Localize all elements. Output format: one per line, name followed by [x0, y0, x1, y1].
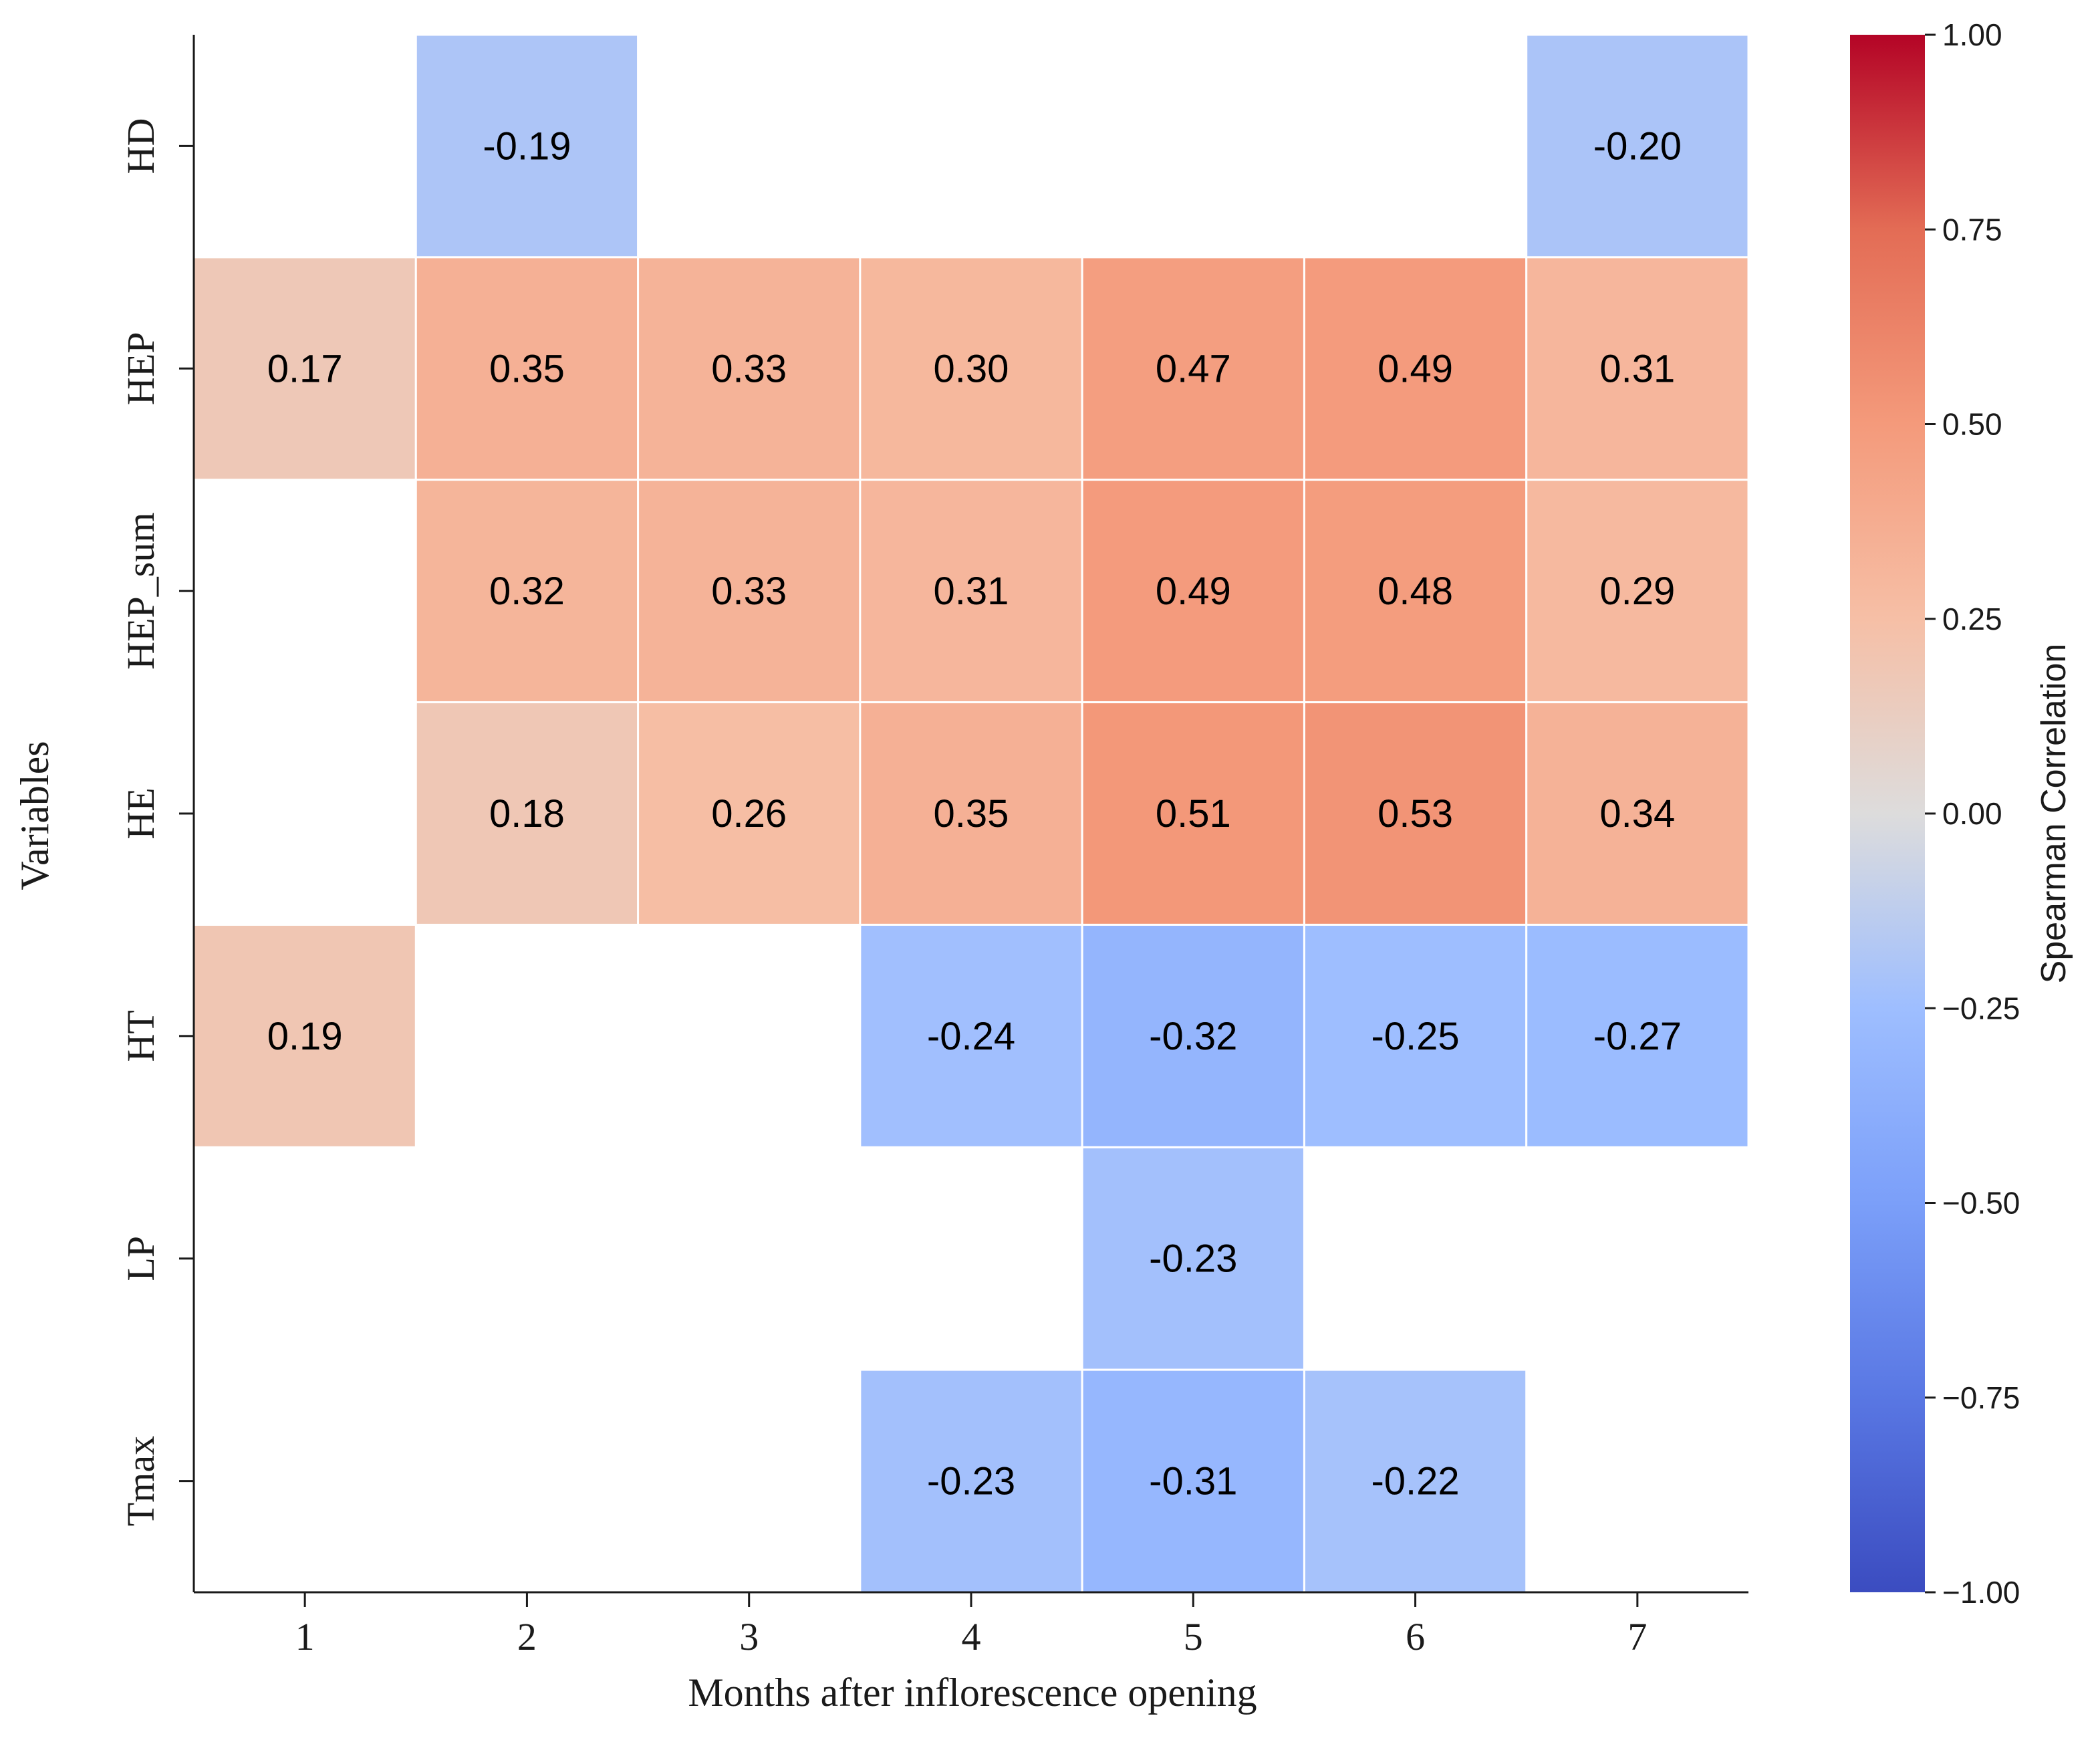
colorbar-tick-label: −0.50: [1942, 1186, 2020, 1221]
colorbar-tick-label: −0.25: [1942, 991, 2020, 1025]
heatmap-cell: [637, 701, 862, 926]
heatmap-cell-value: -0.24: [927, 1015, 1015, 1058]
heatmap-cell-value: 0.47: [1156, 347, 1231, 390]
heatmap-cell: [1303, 923, 1528, 1148]
heatmap-cell: [1081, 1368, 1305, 1594]
heatmap-cell-value: 0.18: [489, 792, 565, 836]
heatmap-cell: [859, 923, 1083, 1148]
y-tick-label: HEP_sum: [119, 513, 162, 670]
y-tick-label: HEP: [119, 332, 162, 405]
heatmap-cell: [414, 256, 640, 481]
y-tick-label: Tmax: [119, 1436, 162, 1526]
heatmap-cell: [1525, 33, 1750, 259]
heatmap-cell-value: 0.33: [711, 347, 787, 390]
heatmap-cell: [1303, 479, 1528, 704]
heatmap-cell-value: 0.31: [1599, 347, 1675, 390]
heatmap-cell-value: 0.29: [1599, 570, 1675, 613]
heatmap-cell: [1525, 701, 1750, 926]
heatmap-cell: [1081, 1146, 1305, 1371]
heatmap-cell-value: -0.23: [927, 1460, 1015, 1503]
heatmap-cell: [859, 1368, 1083, 1594]
heatmap-cell-value: 0.17: [267, 347, 343, 390]
heatmap-cell: [1303, 256, 1528, 481]
colorbar-tick-label: −1.00: [1942, 1575, 2020, 1610]
heatmap-cell-value: 0.53: [1377, 792, 1453, 836]
colorbar-label: Spearman Correlation: [2035, 644, 2073, 984]
heatmap-cell: [1081, 701, 1305, 926]
y-tick-label: LP: [119, 1236, 162, 1281]
x-axis-label: Months after inflorescence opening: [688, 1670, 1257, 1715]
colorbar-tick-label: 0.00: [1942, 796, 2002, 831]
x-tick-label: 6: [1406, 1615, 1425, 1658]
heatmap-cell: [859, 701, 1083, 926]
heatmap-cell: [1081, 479, 1305, 704]
y-tick-label: HT: [119, 1010, 162, 1062]
heatmap-cell-value: 0.31: [934, 570, 1009, 613]
heatmap-cell-value: 0.49: [1377, 347, 1453, 390]
y-tick-label: HE: [119, 787, 162, 839]
heatmap-cell-value: 0.26: [711, 792, 787, 836]
heatmap-cell-value: -0.20: [1593, 124, 1682, 168]
heatmap-cell-value: -0.23: [1149, 1237, 1237, 1281]
heatmap-cell-value: 0.51: [1156, 792, 1231, 836]
heatmap-cell-value: 0.19: [267, 1015, 343, 1058]
y-tick-label: HD: [119, 118, 162, 174]
heatmap-cell-value: -0.25: [1371, 1015, 1459, 1058]
x-tick-label: 5: [1184, 1615, 1203, 1658]
heatmap-cell: [192, 256, 417, 481]
colorbar-tick-label: 0.75: [1942, 212, 2002, 247]
colorbar-tick-label: −0.75: [1942, 1380, 2020, 1415]
heatmap-cells: [192, 33, 1750, 1594]
x-tick-label: 3: [739, 1615, 759, 1658]
colorbar-tick-label: 0.50: [1942, 407, 2002, 442]
heatmap-cell-value: -0.27: [1593, 1015, 1682, 1058]
heatmap-cell: [414, 701, 640, 926]
heatmap-cell-value: -0.32: [1149, 1015, 1237, 1058]
heatmap-cell: [1303, 701, 1528, 926]
heatmap-cell: [414, 33, 640, 259]
heatmap-cell-value: 0.33: [711, 570, 787, 613]
heatmap-cell: [192, 923, 417, 1148]
colorbar-gradient: [1850, 35, 1925, 1592]
heatmap-cell-value: 0.35: [934, 792, 1009, 836]
heatmap-cell-value: -0.19: [483, 124, 571, 168]
heatmap-cell-value: -0.31: [1149, 1460, 1237, 1503]
colorbar-tick-label: 0.25: [1942, 602, 2002, 636]
x-tick-label: 7: [1627, 1615, 1647, 1658]
x-tick-label: 4: [962, 1615, 981, 1658]
x-tick-label: 1: [295, 1615, 315, 1658]
heatmap-cell-value: 0.49: [1156, 570, 1231, 613]
heatmap-cell-value: 0.32: [489, 570, 565, 613]
x-tick-label: 2: [517, 1615, 537, 1658]
heatmap-cell-value: 0.35: [489, 347, 565, 390]
heatmap-cell: [1525, 923, 1750, 1148]
y-axis-label: Variables: [13, 741, 57, 890]
heatmap-cell: [637, 256, 862, 481]
heatmap-cell-value: 0.48: [1377, 570, 1453, 613]
heatmap-value-labels: -0.19 -0.20 0.17 0.35 0.33 0.30 0.47 0.49 0.31 0.…: [267, 124, 1682, 1503]
heatmap-cell: [1525, 479, 1750, 704]
y-axis-ticks: HD HEP HEP_sum HE HT LP Tmax: [119, 118, 194, 1526]
heatmap-cell: [859, 479, 1083, 704]
colorbar: 1.00 0.75 0.50 0.25 0.00 −0.25 −0.50 −0.75 −1.00: [1850, 17, 2020, 1610]
heatmap-cell-value: 0.34: [1599, 792, 1675, 836]
heatmap-cell: [1303, 1368, 1528, 1594]
heatmap-cell-value: -0.22: [1371, 1460, 1459, 1503]
colorbar-tick-label: 1.00: [1942, 17, 2002, 52]
heatmap-cell: [414, 479, 640, 704]
heatmap-cell-value: 0.30: [934, 347, 1009, 390]
heatmap-cell: [859, 256, 1083, 481]
x-axis-ticks: 1 2 3 4 5 6 7: [295, 1592, 1647, 1658]
